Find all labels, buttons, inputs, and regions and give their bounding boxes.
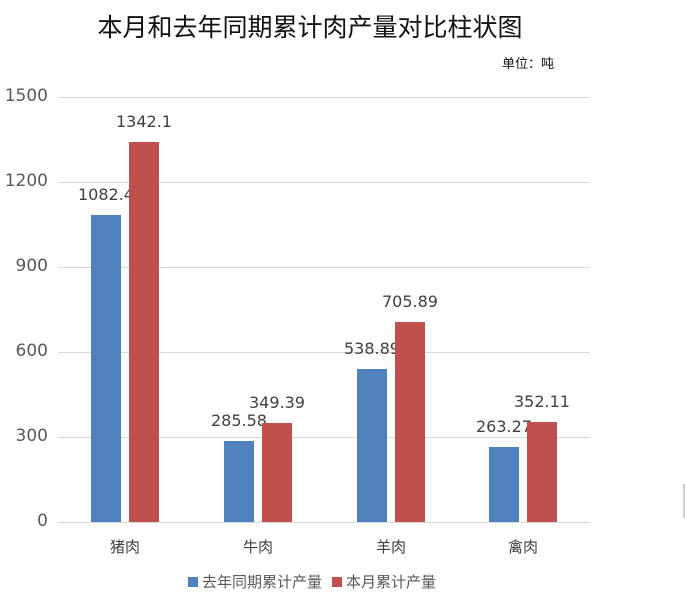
data-label: 263.27 [476, 417, 532, 437]
y-tick-label: 300 [15, 426, 48, 446]
data-label: 285.58 [211, 411, 267, 431]
chart-title: 本月和去年同期累计肉产量对比柱状图 [97, 13, 523, 42]
legend-swatch-icon [188, 576, 198, 587]
gridline [58, 437, 590, 438]
data-label: 352.11 [514, 392, 570, 412]
data-label: 705.89 [382, 291, 438, 311]
y-tick-label: 900 [15, 256, 48, 276]
data-label: 1342.1 [116, 111, 172, 131]
legend-label: 本月累计产量 [346, 573, 437, 591]
x-category-label: 羊肉 [375, 538, 406, 556]
gridline [58, 97, 590, 98]
x-category-label: 牛肉 [242, 538, 273, 556]
legend-item-last-year: 去年同期累计产量 [188, 571, 322, 592]
y-tick-label: 1200 [4, 171, 48, 191]
bar [489, 447, 519, 522]
legend-item-this-month: 本月累计产量 [332, 571, 436, 592]
y-tick-label: 600 [15, 341, 48, 361]
x-category-label: 猪肉 [109, 538, 140, 556]
y-tick-label: 0 [37, 511, 48, 531]
bar [357, 369, 387, 522]
edge-divider [683, 484, 685, 518]
bar [91, 215, 121, 522]
x-category-label: 禽肉 [507, 538, 538, 556]
gridline [58, 267, 590, 268]
legend: 去年同期累计产量 本月累计产量 [188, 571, 446, 592]
gridline [58, 352, 590, 353]
gridline [58, 522, 590, 523]
bar [262, 423, 292, 522]
gridline [58, 182, 590, 183]
bar [129, 141, 159, 522]
bar [527, 422, 557, 522]
data-label: 349.39 [249, 393, 305, 412]
legend-swatch-icon [332, 576, 343, 587]
data-label: 1082.4 [78, 185, 134, 205]
bar [395, 321, 425, 522]
bar [224, 441, 254, 522]
data-label: 538.89 [344, 339, 400, 359]
legend-label: 去年同期累计产量 [202, 573, 323, 591]
y-tick-label: 1500 [4, 86, 48, 106]
unit-label: 单位：吨 [502, 57, 555, 72]
